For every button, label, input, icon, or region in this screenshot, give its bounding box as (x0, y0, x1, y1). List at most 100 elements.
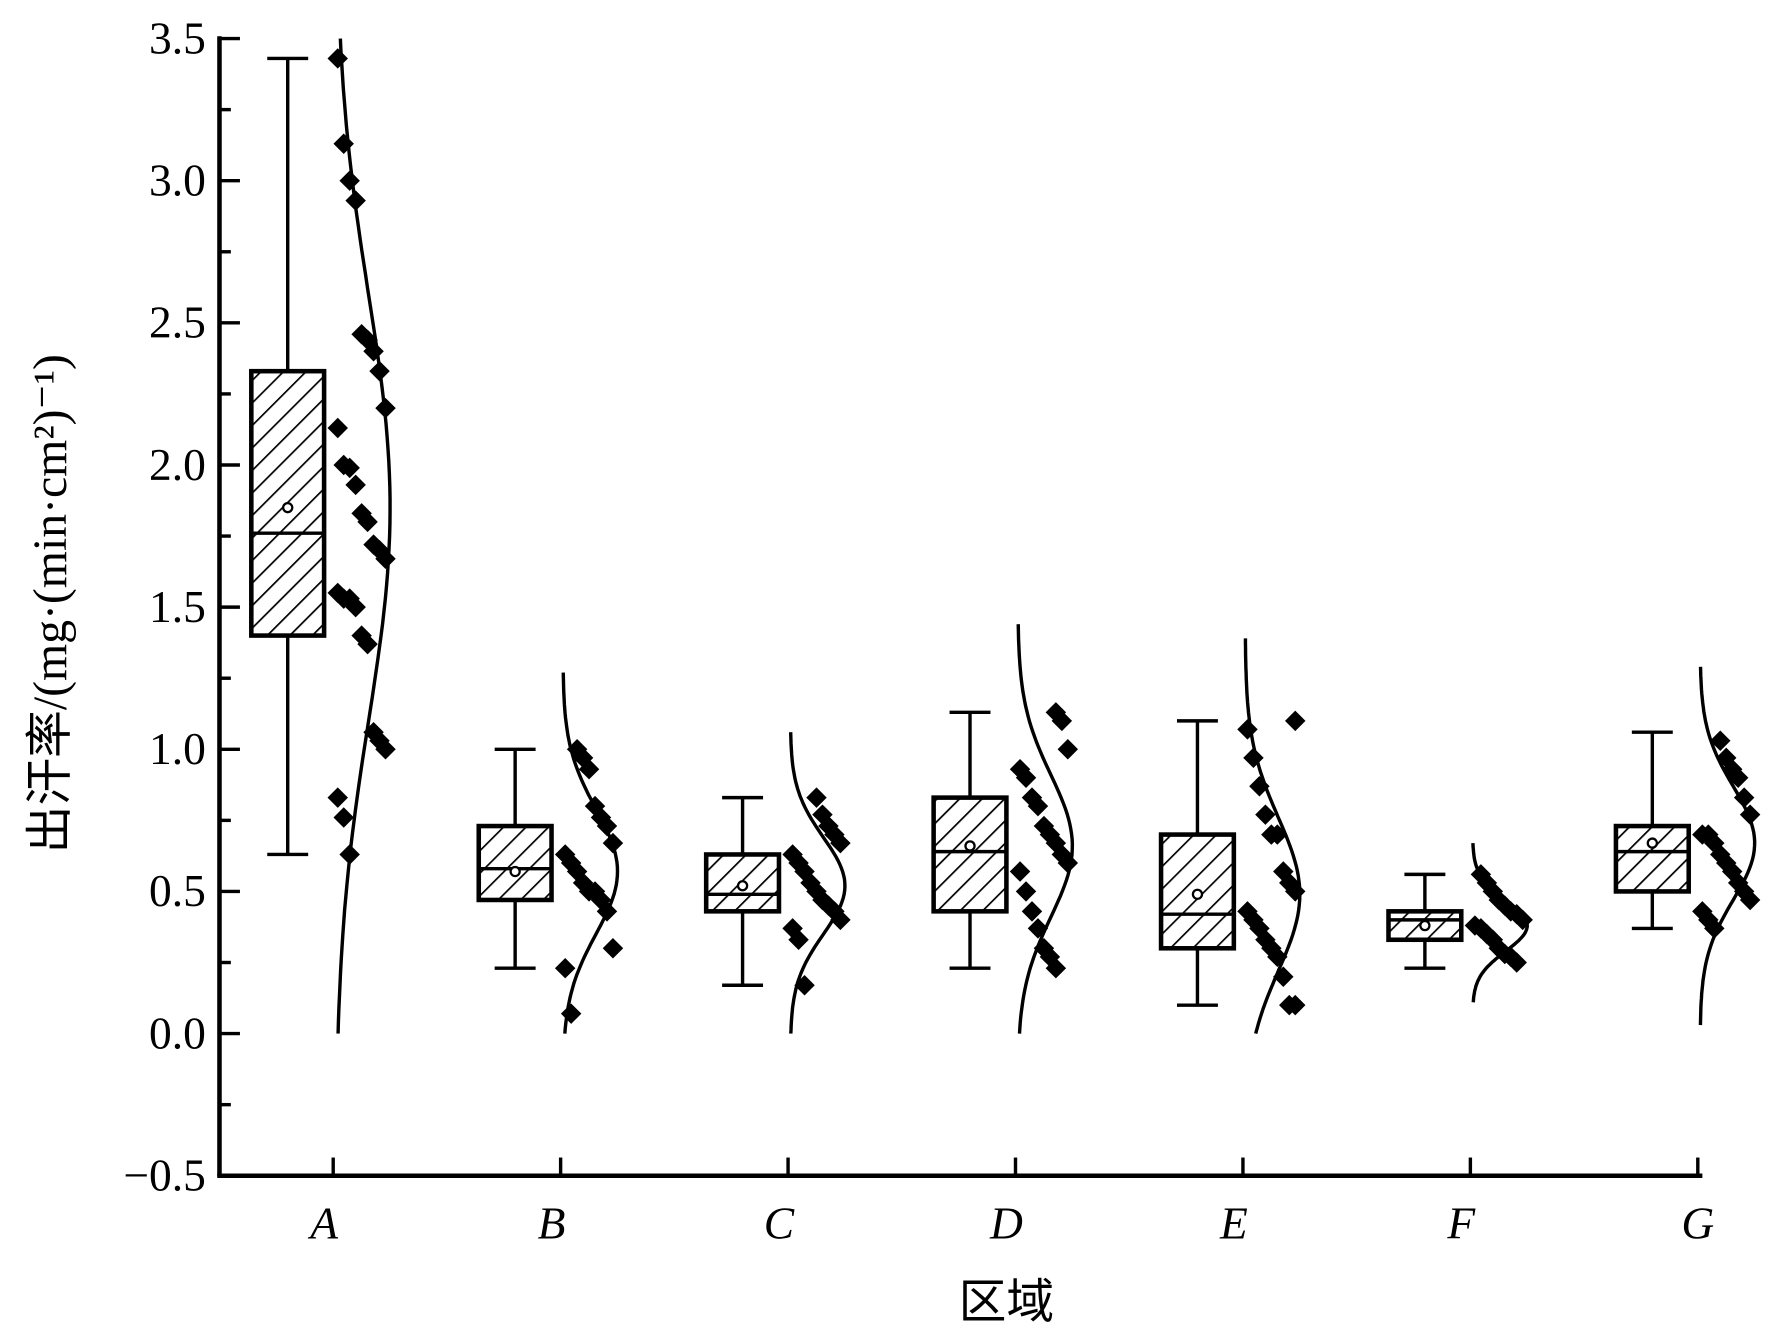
data-point (1009, 758, 1031, 780)
data-point (554, 957, 576, 979)
data-point (602, 938, 624, 959)
data-point (1039, 824, 1061, 845)
data-point (339, 844, 360, 865)
data-point (1506, 952, 1527, 973)
data-point (794, 975, 815, 996)
data-point (339, 170, 360, 191)
mean-marker (282, 501, 294, 514)
data-point (375, 548, 396, 570)
data-point (339, 457, 360, 479)
y-tick-label: −0.5 (123, 1150, 205, 1201)
data-point (578, 758, 600, 780)
data-point (1021, 901, 1043, 922)
data-point (830, 832, 851, 854)
data-point (1255, 804, 1276, 825)
data-point (1057, 852, 1079, 874)
x-tick-label: A (307, 1197, 338, 1248)
axes: −0.5 0.0 0.5 1.0 1.5 2.0 2.5 3.0 3.5 A B C D E F G (123, 12, 1714, 1248)
data-point (806, 787, 827, 808)
data-point (1027, 918, 1049, 939)
x-tick-label: G (1681, 1197, 1714, 1248)
y-tick-label: 1.0 (149, 723, 206, 774)
data-point (1285, 994, 1306, 1016)
data-point (560, 1003, 582, 1024)
box-group-G (1613, 666, 1761, 1026)
normal-curve (561, 672, 620, 1034)
box-iqr (1386, 909, 1464, 943)
data-point (1727, 767, 1749, 788)
data-point (345, 474, 366, 496)
box-iqr (1613, 823, 1691, 894)
data-point (363, 341, 384, 362)
y-tick-label: 0.0 (149, 1007, 206, 1058)
data-point (1739, 889, 1761, 911)
y-tick-label: 2.5 (149, 297, 206, 348)
normal-curve (1698, 666, 1757, 1026)
data-point (602, 832, 624, 854)
box-group-B (476, 672, 624, 1034)
normal-curve (1243, 638, 1302, 1035)
x-tick-label: F (1446, 1197, 1476, 1248)
data-point (1273, 966, 1294, 987)
data-point (1739, 804, 1761, 825)
data-point (369, 360, 390, 382)
mean-marker (1419, 919, 1431, 932)
y-tick-label: 3.5 (149, 12, 206, 63)
box-group-A (249, 38, 396, 1034)
data-point (1027, 795, 1049, 817)
data-point (1704, 918, 1725, 939)
data-point (327, 787, 348, 808)
data-point (327, 48, 348, 69)
data-point (1249, 776, 1270, 797)
data-point (596, 901, 618, 922)
data-point (596, 815, 618, 837)
y-axis-title: 出汗率/(mg·(min·cm²)⁻¹) (24, 354, 77, 853)
normal-curve (336, 38, 392, 1034)
data-point (1243, 747, 1264, 769)
data-point (1285, 710, 1306, 732)
x-axis-title: 区域 (959, 1276, 1055, 1328)
mean-marker (509, 865, 521, 878)
data-point (1710, 730, 1731, 751)
data-point (1057, 739, 1079, 760)
data-point (1015, 767, 1037, 788)
x-tick-label: E (1219, 1197, 1248, 1248)
data-point (788, 929, 809, 951)
box-group-C (703, 732, 851, 1034)
data-point (375, 397, 396, 419)
data-point (1733, 787, 1755, 808)
data-point (333, 807, 354, 828)
data-point (1009, 861, 1031, 882)
normal-curve (1016, 624, 1075, 1034)
data-point (830, 909, 851, 931)
mean-marker (736, 880, 749, 892)
data-point (1237, 719, 1258, 740)
y-tick-label: 3.0 (149, 154, 206, 205)
mean-marker (1191, 888, 1204, 900)
x-tick-label: C (764, 1197, 795, 1248)
data-point (1039, 946, 1061, 968)
box-group-D (931, 624, 1079, 1034)
data-point (333, 133, 354, 154)
box-iqr (931, 795, 1009, 914)
data-point (345, 190, 366, 211)
x-tick-label: D (989, 1197, 1023, 1248)
data-point (1267, 824, 1288, 845)
mean-marker (1646, 837, 1659, 849)
data-point (357, 633, 378, 655)
box-iqr (476, 823, 554, 903)
y-tick-label: 2.0 (149, 439, 206, 490)
box-group-E (1158, 638, 1306, 1035)
y-tick-label: 1.5 (149, 581, 206, 632)
data-point (1512, 909, 1533, 931)
y-tick-label: 0.5 (149, 865, 206, 916)
data-point (1285, 881, 1306, 902)
data-point (1045, 957, 1067, 979)
data-point (345, 596, 366, 618)
mean-marker (964, 840, 976, 852)
data-point (1051, 710, 1073, 732)
plot-area (249, 38, 1761, 1035)
data-point (1267, 946, 1288, 968)
data-point (375, 739, 396, 760)
